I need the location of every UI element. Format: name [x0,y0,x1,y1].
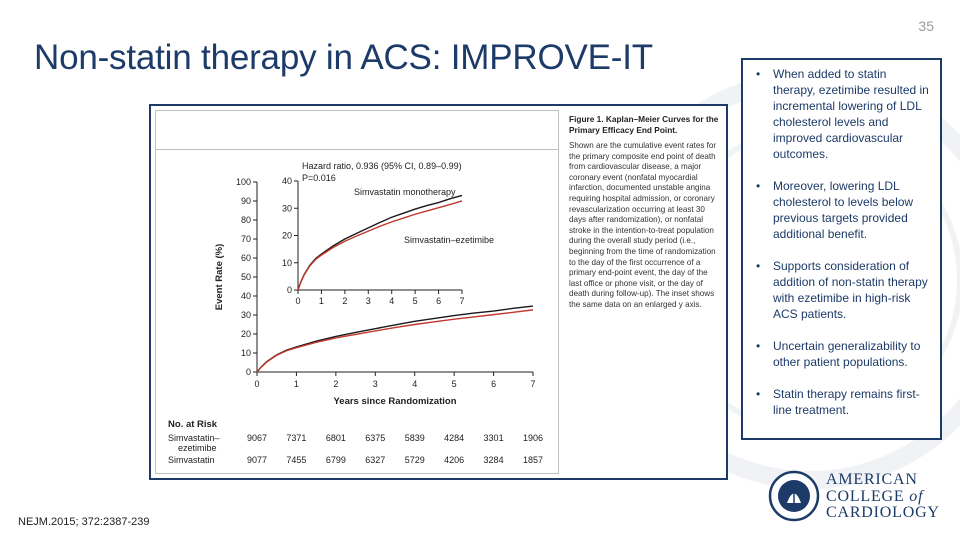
bullet-dot-icon: • [756,67,761,81]
chart-header-band [156,111,558,150]
figure-caption: Figure 1. Kaplan–Meier Curves for the Pr… [569,114,721,311]
inset-axes: 0 10 20 30 40 0 1 2 3 4 5 6 7 Hazard ratio, 0.936 (95… [282,161,494,306]
risk-cell: 6799 [326,455,346,465]
risk-table-title: No. at Risk [168,419,218,430]
acc-wordmark: AMERICAN COLLEGE of CARDIOLOGY [826,471,940,522]
inset-y-tick-label: 10 [282,258,292,268]
inset-y-tick-label: 40 [282,176,292,186]
inset-x-tick-label: 4 [389,296,394,306]
main-y-tick-label: 100 [236,177,251,187]
inset-y-tick-label: 0 [287,285,292,295]
bullet-item: • When added to statin therapy, ezetimibe… [751,66,932,162]
bullet-dot-icon: • [756,339,761,353]
risk-row-label-cont: ezetimibe [178,443,217,453]
bullet-text: Moreover, lowering LDL cholesterol to le… [773,179,914,241]
inset-y-tick-label: 20 [282,231,292,241]
inset-series-line-ezetimibe [297,200,463,291]
acc-logo: AMERICAN COLLEGE of CARDIOLOGY [768,470,940,524]
caption-title: Figure 1. Kaplan–Meier Curves for the Pr… [569,114,719,135]
inset-x-tick-label: 2 [342,296,347,306]
bullet-text: Supports consideration of addition of no… [773,259,928,321]
main-x-tick-label: 5 [452,379,457,389]
inset-x-tick-label: 0 [295,296,300,306]
main-x-tick-label: 6 [491,379,496,389]
inset-y-tick-label: 30 [282,203,292,213]
key-points-list: • When added to statin therapy, ezetimibe… [751,66,932,418]
acc-line-1: AMERICAN [826,471,918,488]
bullet-item: • Moreover, lowering LDL cholesterol to l… [751,178,932,242]
risk-cell: 5839 [405,433,425,443]
main-x-tick-label: 0 [254,379,259,389]
citation: NEJM.2015; 372:2387-239 [18,516,150,528]
bullet-text: Statin therapy remains first-line treatm… [773,387,920,417]
main-y-tick-label: 50 [241,272,251,282]
risk-cell: 5729 [405,455,425,465]
main-y-tick-label: 40 [241,291,251,301]
main-series-line-simvastatin [256,305,534,373]
main-y-tick-label: 0 [246,367,251,377]
risk-cell: 4284 [444,433,464,443]
figure-panel: 0 10 20 30 40 50 60 70 80 90 100 0 1 2 3 4 5 6 7 Years sinc… [149,104,728,480]
risk-cell: 3301 [484,433,504,443]
bullet-dot-icon: • [756,259,761,273]
risk-cell: 6375 [365,433,385,443]
inset-x-tick-label: 3 [366,296,371,306]
inset-x-tick-label: 5 [413,296,418,306]
inset-x-tick-label: 6 [436,296,441,306]
risk-cell: 6327 [365,455,385,465]
risk-row-label: Simvastatin– [168,433,220,443]
main-y-tick-label: 10 [241,348,251,358]
acc-line-2: COLLEGE of [826,487,940,506]
acc-line-2b: of [909,487,924,505]
main-y-tick-label: 70 [241,234,251,244]
main-series-line-ezetimibe [256,309,534,373]
bullet-dot-icon: • [756,179,761,193]
main-y-tick-label: 80 [241,215,251,225]
main-x-tick-label: 1 [294,379,299,389]
risk-cell: 7455 [286,455,306,465]
inset-x-tick-label: 7 [459,296,464,306]
risk-table: No. at Risk Simvastatin–ezetimibe 9067 7371… [168,419,543,465]
main-x-tick-label: 4 [412,379,417,389]
main-y-tick-label: 30 [241,310,251,320]
main-y-tick-label: 20 [241,329,251,339]
main-y-tick-label: 90 [241,196,251,206]
risk-cell: 1857 [523,455,543,465]
bullet-item: • Supports consideration of addition of n… [751,258,932,322]
inset-x-tick-label: 1 [319,296,324,306]
bullet-item: • Statin therapy remains first-line treat… [751,386,932,418]
caption-body: Shown are the cumulative event rates for… [569,141,717,309]
risk-cell: 1906 [523,433,543,443]
risk-cell: 9077 [247,455,267,465]
chart-area: 0 10 20 30 40 50 60 70 80 90 100 0 1 2 3 4 5 6 7 Years sinc… [155,110,559,474]
page-title: Non-statin therapy in ACS: IMPROVE-IT [34,38,653,77]
bullet-text: When added to statin therapy, ezetimibe … [773,67,929,161]
bullet-dot-icon: • [756,387,761,401]
risk-cell: 9067 [247,433,267,443]
bullet-item: • Uncertain generalizability to other pat… [751,338,932,370]
hazard-ratio-label: Hazard ratio, 0.936 (95% CI, 0.89–0.99) [302,161,462,171]
series-label-ezetimibe: Simvastatin–ezetimibe [404,235,494,245]
main-x-tick-label: 7 [530,379,535,389]
main-x-tick-label: 3 [373,379,378,389]
risk-cell: 6801 [326,433,346,443]
main-y-tick-label: 60 [241,253,251,263]
series-label-simvastatin: Simvastatin monotherapy [354,187,456,197]
y-axis-label: Event Rate (%) [214,244,225,311]
acc-seal-icon [768,470,820,522]
bullet-text: Uncertain generalizability to other pati… [773,339,921,369]
key-points-box: • When added to statin therapy, ezetimibe… [741,58,942,440]
risk-cell: 4206 [444,455,464,465]
risk-row-label: Simvastatin [168,455,215,465]
acc-line-2a: COLLEGE [826,487,910,505]
acc-line-3: CARDIOLOGY [826,504,940,521]
risk-cell: 7371 [286,433,306,443]
slide-number: 35 [918,18,934,34]
x-axis-label: Years since Randomization [333,396,456,407]
p-value-label: P=0.016 [302,173,336,183]
main-x-tick-label: 2 [333,379,338,389]
risk-cell: 3284 [484,455,504,465]
